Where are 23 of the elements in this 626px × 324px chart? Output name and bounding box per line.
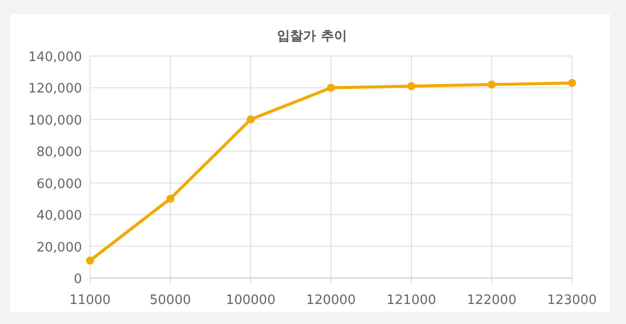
y-tick-label: 60,000 bbox=[36, 176, 82, 192]
chart-title: 입찰가 추이 bbox=[277, 29, 347, 44]
y-tick-label: 20,000 bbox=[36, 240, 82, 256]
y-tick-label: 120,000 bbox=[28, 82, 82, 97]
y-tick-label: 40,000 bbox=[36, 208, 82, 224]
y-tick-label: 140,000 bbox=[28, 50, 82, 65]
point bbox=[488, 80, 496, 89]
x-tick-label: 100000 bbox=[226, 293, 276, 308]
x-tick-label: 50000 bbox=[150, 293, 192, 308]
x-tick-label: 121000 bbox=[386, 293, 436, 308]
point bbox=[86, 256, 94, 265]
y-tick-label: 0 bbox=[74, 272, 82, 287]
x-tick-label: 122000 bbox=[466, 293, 516, 308]
y-tick-label: 100,000 bbox=[28, 113, 82, 128]
point bbox=[407, 82, 416, 90]
point bbox=[327, 84, 335, 92]
point bbox=[246, 115, 255, 124]
y-tick-label: 80,000 bbox=[36, 145, 82, 160]
point bbox=[568, 78, 576, 87]
point bbox=[166, 194, 174, 203]
x-tick-label: 123000 bbox=[547, 293, 597, 308]
x-tick-label: 11000 bbox=[69, 293, 111, 308]
x-tick-label: 120000 bbox=[306, 293, 356, 308]
